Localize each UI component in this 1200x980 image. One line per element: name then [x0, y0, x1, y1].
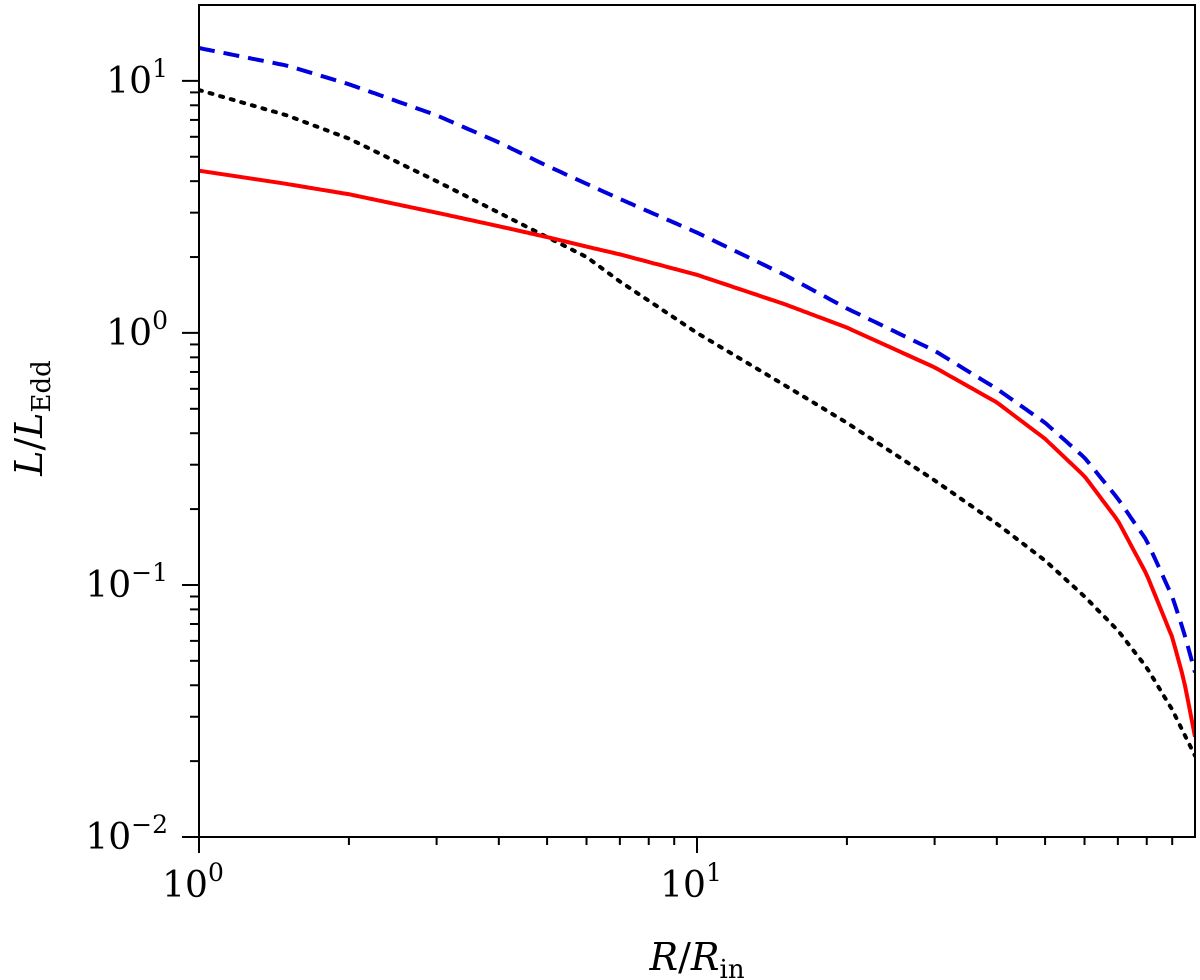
x-tick-label-base: 10 [660, 865, 706, 906]
y-tick-label-base: 10 [106, 61, 152, 102]
y-tick-label-exp: 1 [152, 54, 168, 83]
x-tick-label: 100 [162, 858, 224, 906]
x-tick-label-exp: 1 [706, 858, 722, 887]
y-tick-label-base: 10 [106, 313, 152, 354]
major-ticks [182, 79, 698, 853]
x-axis-label-den: R [690, 935, 720, 979]
x-axis-label-sep: / [678, 935, 691, 979]
y-axis-label-var: L [7, 451, 51, 477]
series-line-3 [199, 168, 1195, 738]
minor-ticks [190, 91, 1174, 845]
x-tick-label: 101 [660, 858, 722, 906]
x-tick-label-base: 10 [162, 865, 208, 906]
y-tick-label: 10−1 [85, 558, 168, 606]
x-tick-label-exp: 0 [208, 858, 224, 887]
series-line-1 [199, 46, 1195, 673]
y-axis-label: L/LEdd [7, 360, 57, 477]
y-tick-label: 101 [106, 54, 168, 102]
y-tick-label-exp: −2 [131, 810, 168, 839]
y-axis-label-sep: / [7, 438, 51, 451]
y-axis-label-den: L [7, 413, 51, 439]
y-tick-label: 100 [106, 306, 168, 354]
x-axis-label: R/Rin [648, 935, 744, 980]
series-line-2 [199, 88, 1195, 758]
series-layer [199, 46, 1195, 758]
y-axis-label-sub: Edd [27, 360, 57, 412]
y-tick-label-exp: 0 [152, 306, 168, 335]
y-tick-label-exp: −1 [131, 558, 168, 587]
y-tick-label: 10−2 [85, 810, 168, 858]
y-tick-label-base: 10 [85, 817, 131, 858]
y-tick-label-base: 10 [85, 565, 131, 606]
x-axis-label-sub: in [720, 955, 745, 980]
x-axis-label-var: R [648, 935, 678, 979]
plot-frame [198, 4, 1196, 838]
